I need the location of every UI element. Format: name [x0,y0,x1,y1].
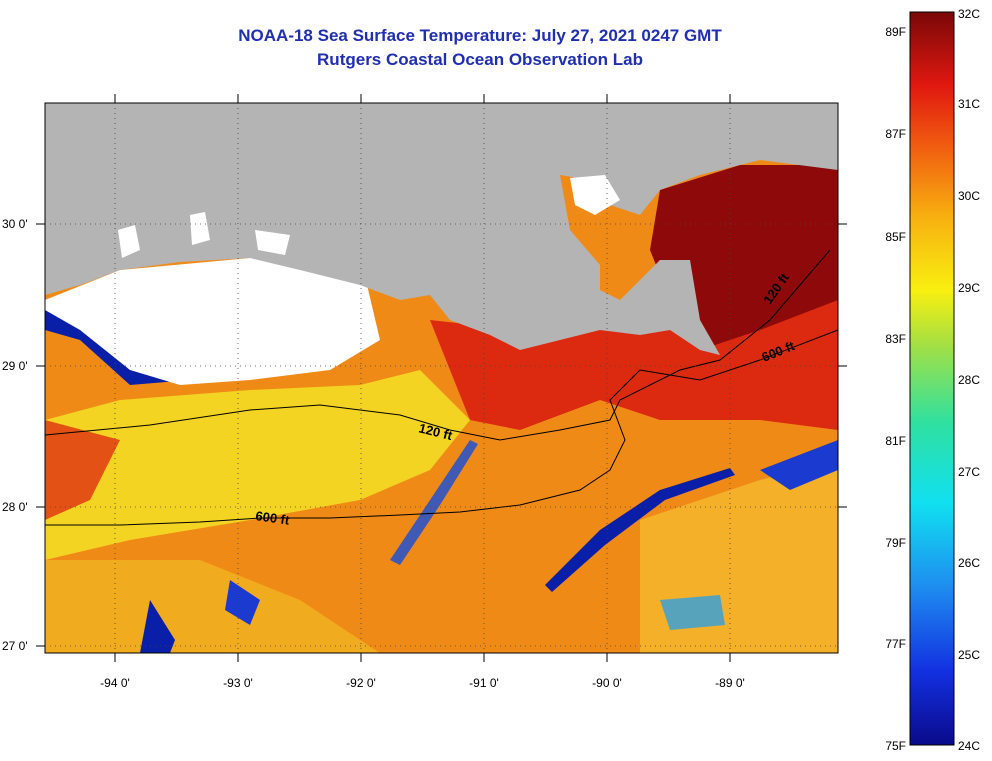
colorbar-f-77: 77F [885,637,906,651]
contour-600ft [45,329,838,526]
colorbar-c-27: 27C [958,465,980,479]
lat-label-29: 29 0' [2,359,28,373]
inland-lake [255,230,290,255]
colorbar-c-30: 30C [958,189,980,203]
colorbar-c-25: 25C [958,648,980,662]
offshore-water [45,560,380,653]
cold-patch-south [140,600,175,653]
inland-lake [118,225,140,258]
lat-label-30: 30 0' [2,217,28,231]
title-line-2: Rutgers Coastal Ocean Observation Lab [317,50,643,69]
colorbar-f-83: 83F [885,332,906,346]
colorbar-f-85: 85F [885,230,906,244]
colorbar-f-87: 87F [885,127,906,141]
lat-label-28: 28 0' [2,500,28,514]
inland-lake [570,175,620,215]
lon-label-91: -91 0' [469,676,499,690]
title-line-1: NOAA-18 Sea Surface Temperature: July 27… [238,26,722,45]
cloud-mask [45,255,380,385]
lon-label-93: -93 0' [223,676,253,690]
colorbar-f-89: 89F [885,25,906,39]
land-mass [45,103,838,355]
inland-lake [190,212,210,245]
colorbar-f-79: 79F [885,536,906,550]
colorbar-c-24: 24C [958,739,980,753]
colorbar-c-29: 29C [958,281,980,295]
contour-label-600ft-west: 600 ft [255,508,291,528]
plot-frame [44,102,839,654]
graticule [45,103,838,653]
cold-patch-east [760,440,838,490]
warm-shelf-water [45,370,470,560]
contour-120ft [45,249,831,441]
colorbar [909,11,955,746]
warm-water-west [45,420,120,520]
lat-label-27: 27 0' [2,639,28,653]
axis-ticks [36,94,847,662]
colorbar-c-31: 31C [958,97,980,111]
lon-label-90: -90 0' [592,676,622,690]
colorbar-f-75: 75F [885,739,906,753]
cool-patch [660,595,725,630]
cold-filament-2 [390,440,478,565]
warm-coastal-water [430,280,838,430]
colorbar-c-26: 26C [958,556,980,570]
lon-label-92: -92 0' [346,676,376,690]
colorbar-c-28: 28C [958,373,980,387]
cold-filament [545,468,735,592]
colorbar-f-81: 81F [885,434,906,448]
cold-patch-2 [225,580,260,625]
lon-label-94: -94 0' [100,676,130,690]
lon-label-89: -89 0' [715,676,745,690]
colorbar-c-32: 32C [958,7,980,21]
